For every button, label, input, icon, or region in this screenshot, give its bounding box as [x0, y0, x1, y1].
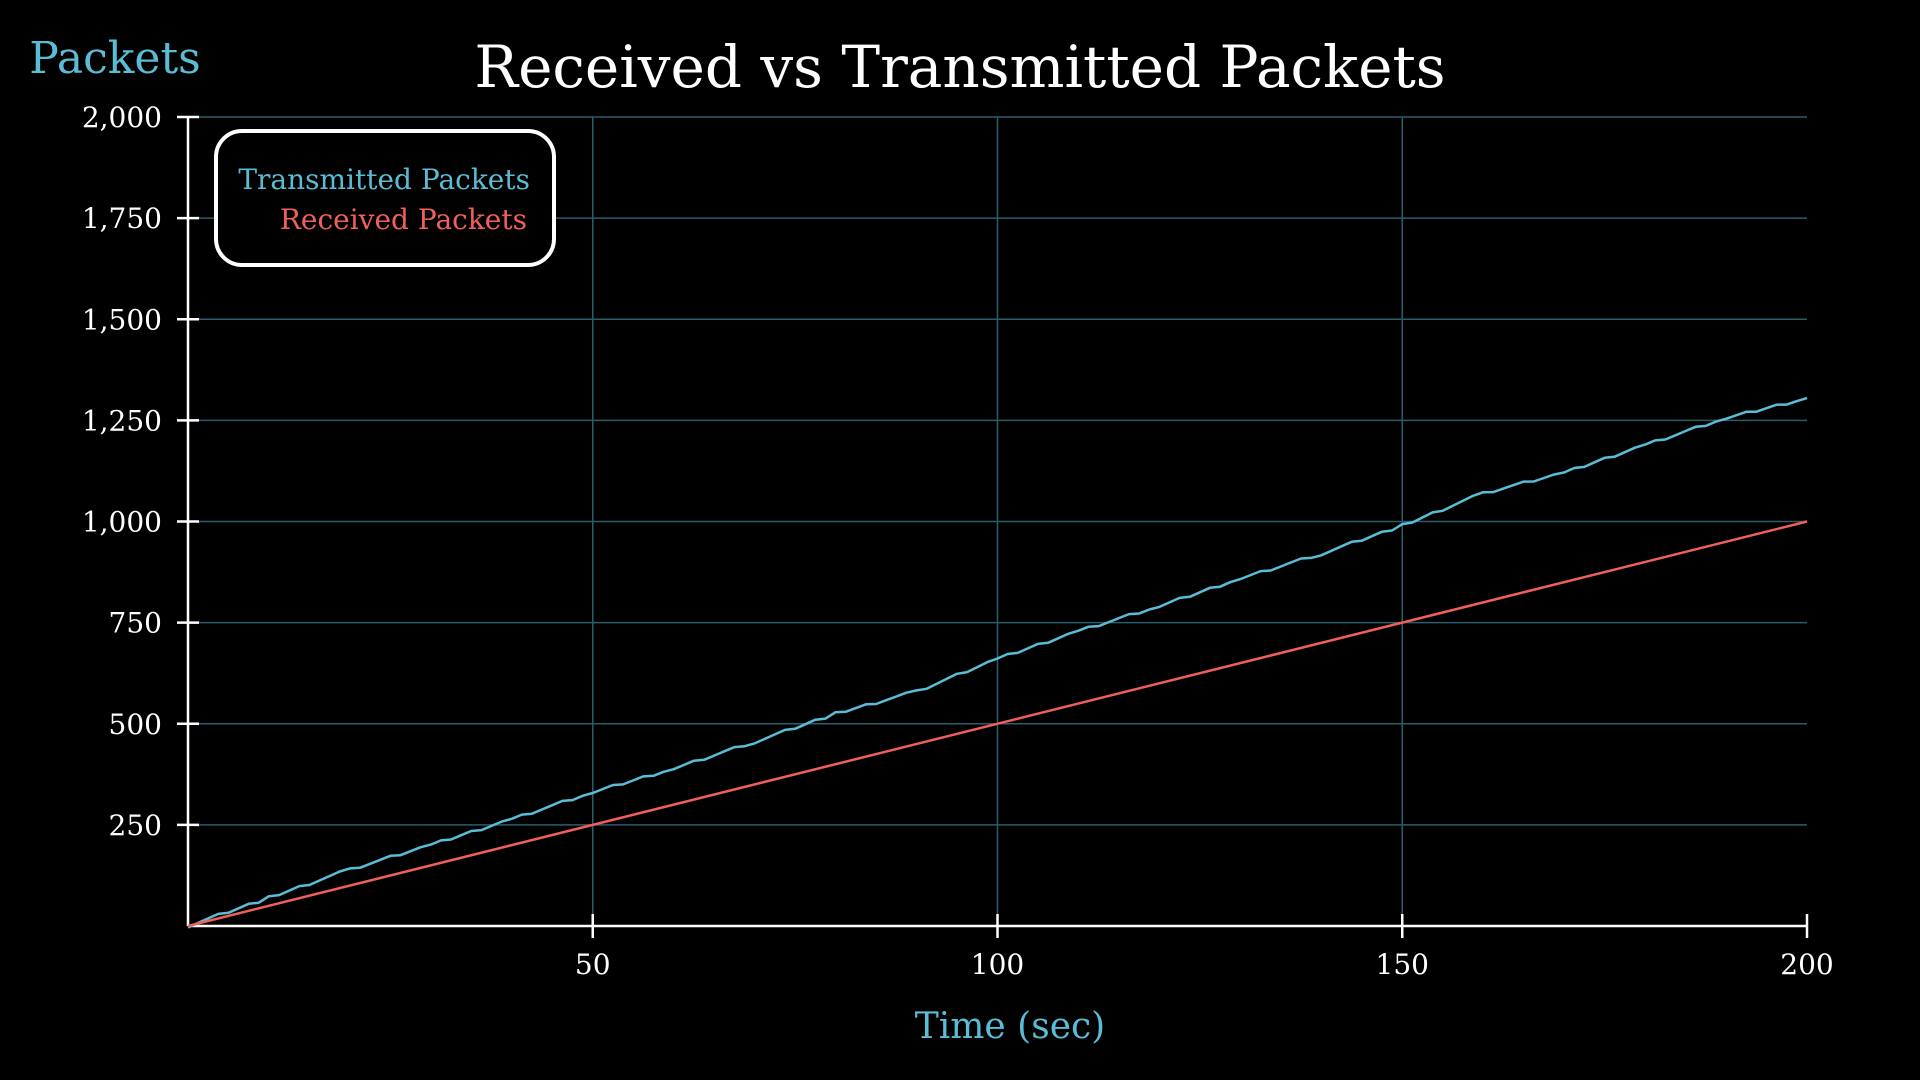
y-axis-label: Packets	[29, 33, 200, 84]
chart-title: Received vs Transmitted Packets	[474, 33, 1445, 101]
y-tick-label: 1,000	[82, 506, 162, 539]
y-tick-label: 500	[109, 708, 162, 741]
y-tick-label: 250	[109, 809, 162, 842]
y-tick-label: 2,000	[82, 101, 162, 134]
x-tick-label: 100	[971, 948, 1024, 981]
series-line-transmitted	[187, 396, 1808, 929]
series-line-received	[187, 520, 1808, 928]
legend-entry-received: Received Packets	[280, 203, 527, 236]
series-lines	[187, 396, 1808, 929]
x-axis-label: Time (sec)	[915, 1006, 1105, 1047]
y-tick-label: 1,750	[82, 202, 162, 235]
legend-box	[214, 129, 556, 267]
x-tick-label: 50	[575, 948, 611, 981]
x-ticks: 50 100 150 200	[575, 914, 1834, 981]
y-ticks: 250 500 750 1,000 1,250 1,500 1,750 2,000	[82, 101, 199, 842]
x-tick-label: 200	[1780, 948, 1833, 981]
y-tick-label: 750	[109, 607, 162, 640]
y-tick-label: 1,500	[82, 303, 162, 336]
x-tick-label: 150	[1376, 948, 1429, 981]
legend-entry-transmitted: Transmitted Packets	[238, 163, 530, 196]
legend: Transmitted Packets Received Packets	[214, 129, 556, 267]
y-tick-label: 1,250	[82, 404, 162, 437]
